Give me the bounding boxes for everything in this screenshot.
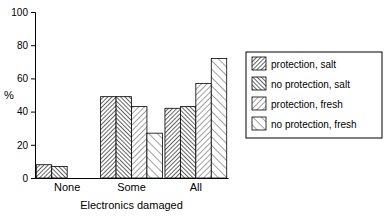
bar	[36, 165, 51, 178]
x-tick: Some	[117, 178, 146, 193]
x-tick-label: All	[190, 181, 202, 193]
y-tick-mark	[31, 178, 35, 179]
y-axis-line	[31, 13, 36, 179]
legend-entry: protection, fresh	[252, 97, 343, 110]
bar	[116, 97, 131, 178]
y-tick: 80	[17, 40, 35, 51]
bar	[180, 107, 195, 178]
y-tick-mark	[31, 45, 35, 46]
y-tick-mark	[31, 12, 35, 13]
bar	[196, 83, 211, 178]
legend-swatch	[252, 57, 266, 70]
legend: protection, salt no protection, salt prote…	[246, 52, 382, 138]
legend-swatch	[252, 97, 266, 110]
bar	[132, 107, 147, 178]
y-tick-mark	[31, 78, 35, 79]
legend-swatch	[252, 77, 266, 90]
y-axis-title: %	[4, 89, 14, 101]
y-tick-label: 40	[17, 106, 29, 117]
y-tick: 0	[22, 173, 35, 184]
x-axis-line	[36, 178, 229, 179]
y-tick-label: 100	[11, 7, 28, 18]
y-tick-label: 20	[17, 140, 29, 151]
y-tick: 100	[11, 7, 35, 18]
x-tick-label: Some	[117, 181, 146, 193]
y-tick: 40	[17, 106, 35, 117]
y-tick: 60	[17, 73, 35, 84]
legend-entry: no protection, fresh	[252, 117, 357, 130]
x-axis: None Some All	[36, 178, 229, 193]
legend-label: no protection, salt	[271, 79, 350, 90]
legend-entry: no protection, salt	[252, 77, 350, 90]
x-tick: None	[54, 178, 80, 193]
y-tick-mark	[31, 112, 35, 113]
chart: 0 20 40 60 80 100 None Some All Electronics damag…	[0, 0, 385, 222]
y-tick-label: 60	[17, 73, 29, 84]
y-axis: 0 20 40 60 80 100	[11, 7, 35, 184]
x-tick: All	[190, 178, 202, 193]
plot-area: 0 20 40 60 80 100 None Some All	[11, 7, 228, 193]
legend-entry: protection, salt	[252, 57, 336, 70]
y-tick-label: 0	[22, 173, 28, 184]
x-axis-title: Electronics damaged	[80, 199, 183, 211]
bar	[211, 58, 226, 178]
bar	[67, 178, 82, 179]
y-tick: 20	[17, 140, 35, 151]
bars	[36, 58, 226, 178]
bar	[83, 178, 98, 179]
y-tick-mark	[31, 145, 35, 146]
legend-label: protection, salt	[271, 59, 336, 70]
bar	[101, 97, 116, 178]
bar	[52, 166, 67, 178]
legend-frame	[246, 52, 382, 138]
y-tick-label: 80	[17, 40, 29, 51]
bar	[147, 133, 162, 178]
x-tick-label: None	[54, 181, 80, 193]
legend-label: no protection, fresh	[271, 119, 357, 130]
bar	[165, 108, 180, 178]
legend-swatch	[252, 117, 266, 130]
legend-label: protection, fresh	[271, 99, 343, 110]
